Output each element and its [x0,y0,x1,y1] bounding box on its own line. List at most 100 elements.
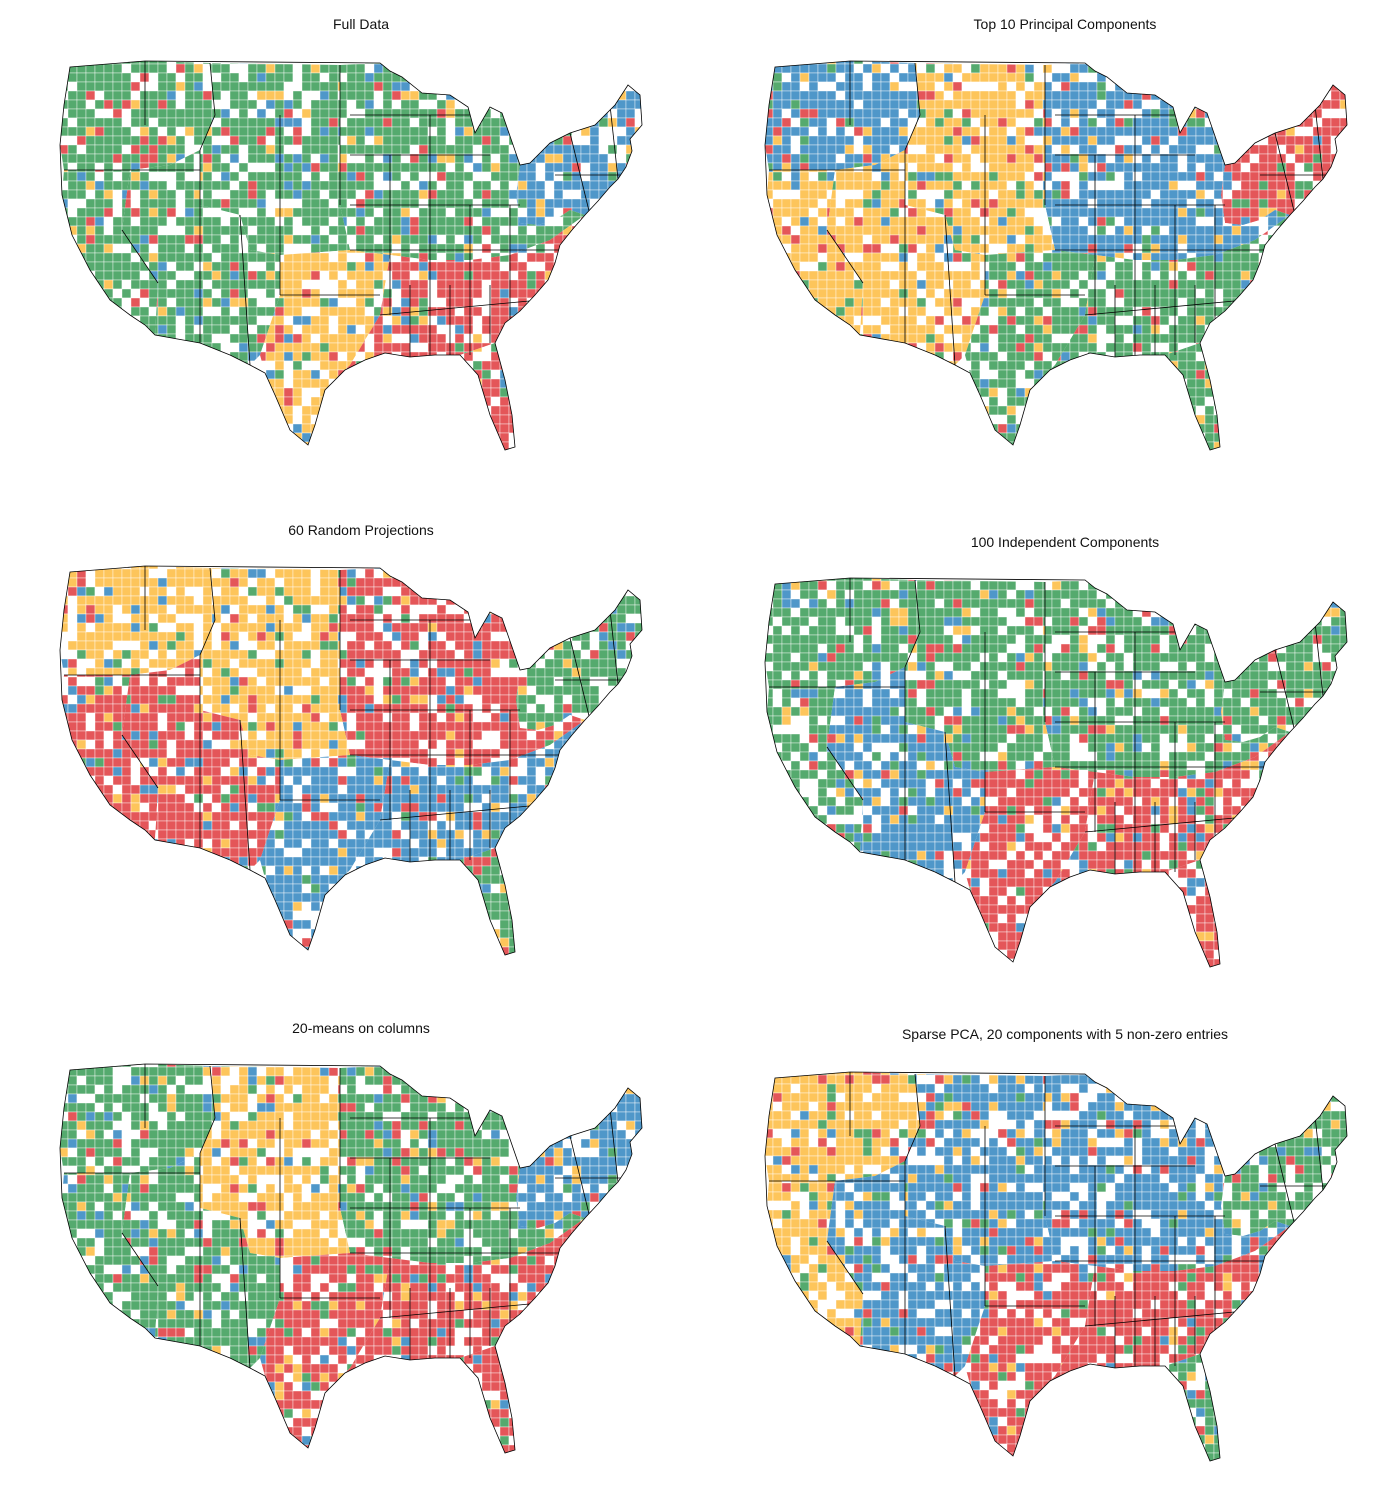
county-cell [644,154,650,163]
county-cell [455,208,464,217]
county-cell [122,379,131,388]
county-cell [527,127,536,136]
county-cell [608,73,617,82]
county-cell [185,433,194,442]
county-cell [419,100,428,109]
county-cell [635,100,644,109]
county-cell [122,424,131,433]
county-cell [185,361,194,370]
county-cell [383,73,392,82]
county-cell [581,388,590,397]
county-cell [599,433,608,442]
county-cell [401,64,410,73]
county-cell [590,190,599,199]
county-cell [374,451,383,455]
county-cell [446,235,455,244]
county-cell [554,73,563,82]
county-cell [419,136,428,145]
county-cell [149,424,158,433]
county-cell [446,73,455,82]
county-cell [59,271,68,280]
county-cell [509,370,518,379]
county-cell [50,244,59,253]
county-cell [635,244,644,253]
county-cell [545,388,554,397]
county-cell [617,370,626,379]
county-cell [392,190,401,199]
county-cell [365,64,374,73]
county-cell [77,280,86,289]
county-cell [491,82,500,91]
county-cell [572,163,581,172]
county-cell [563,379,572,388]
county-cell [617,145,626,154]
county-cell [455,181,464,190]
county-cell [95,289,104,298]
county-cell [437,136,446,145]
county-cell [536,100,545,109]
county-cell [608,415,617,424]
county-cell [410,379,419,388]
county-cell [482,82,491,91]
county-cell [635,289,644,298]
county-cell [608,397,617,406]
county-cell [50,127,59,136]
county-cell [374,163,383,172]
county-cell [545,424,554,433]
county-cell [203,388,212,397]
county-cell [95,307,104,316]
county-cell [347,91,356,100]
county-cell [518,442,527,451]
county-cell [365,190,374,199]
county-cell [518,451,527,455]
county-cell [572,325,581,334]
county-cell [194,361,203,370]
county-cell [482,190,491,199]
county-cell [149,388,158,397]
county-cell [527,199,536,208]
county-cell [644,451,650,455]
county-cell [464,235,473,244]
county-cell [59,217,68,226]
county-cell [446,406,455,415]
county-cell [68,262,77,271]
county-cell [86,316,95,325]
county-cell [527,91,536,100]
county-cell [500,145,509,154]
county-cell [59,451,68,455]
county-cell [518,64,527,73]
county-cell [356,127,365,136]
county-cell [554,271,563,280]
county-cell [626,64,635,73]
county-cell [464,424,473,433]
county-cell [446,415,455,424]
county-cell [464,127,473,136]
county-cell [500,64,509,73]
county-cell [455,415,464,424]
county-cell [572,91,581,100]
county-cell [329,433,338,442]
county-cell [356,172,365,181]
county-cell [95,307,104,316]
county-cell [50,334,59,343]
county-cell [581,235,590,244]
county-cell [644,415,650,424]
county-cell [626,289,635,298]
county-cell [608,244,617,253]
county-cell [167,361,176,370]
county-cell [437,64,446,73]
county-cell [644,118,650,127]
county-cell [167,415,176,424]
county-cell [59,280,68,289]
county-cell [50,307,59,316]
county-cell [635,154,644,163]
county-cell [590,226,599,235]
county-cell [617,226,626,235]
county-cell [563,145,572,154]
county-cell [347,379,356,388]
county-cell [518,388,527,397]
county-cell [644,262,650,271]
county-cell [77,289,86,298]
county-cell [374,199,383,208]
county-cell [527,388,536,397]
